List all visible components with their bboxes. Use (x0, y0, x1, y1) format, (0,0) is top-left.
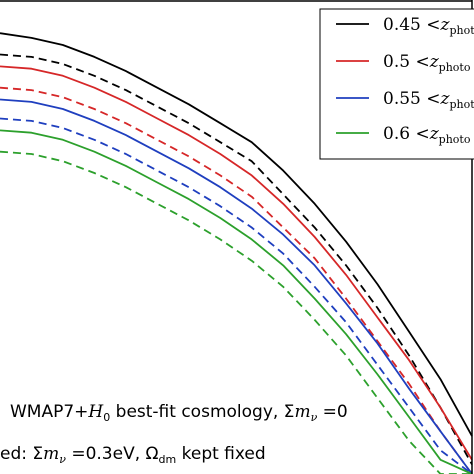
series-layer (0, 32, 473, 474)
legend-items: 0.45 <zphoto 0.5 <zphoto 0.55 <zphoto 0.6 <… (336, 15, 474, 146)
legend-label-1: 0.5 <zphoto (383, 52, 471, 74)
series-line-6 (0, 129, 473, 474)
legend: 0.45 <zphoto 0.5 <zphoto 0.55 <zphoto 0.6 <… (319, 8, 474, 160)
series-line-5 (0, 117, 473, 474)
series-line-4 (0, 98, 473, 474)
series-line-3 (0, 86, 473, 474)
annotation-cosmology: WMAP7+H0 best-fit cosmology, Σmν =0 (10, 402, 348, 424)
series-line-1 (0, 53, 473, 465)
series-line-7 (0, 150, 472, 474)
series-line-2 (0, 65, 473, 461)
legend-box (319, 8, 474, 160)
legend-label-0: 0.45 <zphoto (383, 15, 474, 37)
legend-label-3: 0.6 <zphoto (383, 124, 471, 146)
series-line-0 (0, 32, 473, 437)
legend-label-2: 0.55 <zphoto (383, 89, 474, 111)
annotation-neutrino: ed: Σmν =0.3eV, Ωdm kept fixed (0, 444, 266, 466)
